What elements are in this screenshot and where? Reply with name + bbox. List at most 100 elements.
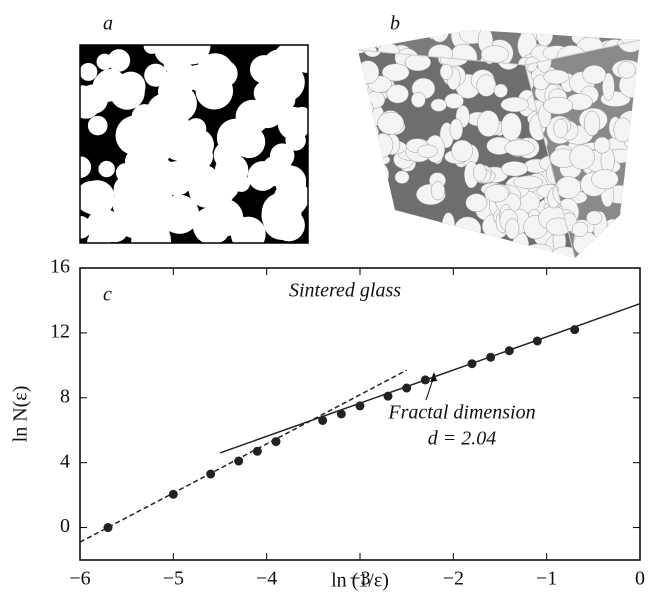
particle (480, 238, 506, 265)
particle (262, 192, 302, 232)
particle (554, 119, 568, 138)
particle (440, 64, 452, 80)
x-tick-label: −3 (349, 568, 370, 590)
particle (400, 221, 428, 244)
particle (154, 33, 187, 66)
particle (452, 140, 473, 161)
figure: a b c Sintered glass Fractal dimension d… (0, 0, 650, 592)
particle (500, 244, 527, 267)
y-tick-label: 16 (50, 256, 70, 278)
particle (485, 185, 509, 202)
particle (166, 203, 196, 233)
particle (501, 97, 529, 112)
data-point (318, 416, 327, 425)
particle (386, 226, 401, 244)
particle (286, 173, 306, 193)
particle (450, 119, 463, 140)
particle (505, 140, 535, 156)
x-tick-label: 0 (635, 568, 645, 590)
particle (79, 63, 97, 81)
particle (614, 118, 632, 142)
y-axis-label: ln N(ε) (10, 386, 32, 443)
particle (591, 169, 618, 189)
particle (637, 249, 650, 268)
particle (358, 113, 374, 140)
particle (544, 70, 569, 84)
particle (584, 111, 600, 136)
particle (357, 61, 379, 84)
particle (411, 92, 425, 107)
data-point (533, 337, 542, 346)
data-point (402, 384, 411, 393)
particle (395, 171, 409, 184)
particle (355, 122, 379, 144)
particle (208, 222, 229, 243)
particle (344, 98, 373, 121)
particle (514, 176, 543, 189)
particle (169, 113, 190, 134)
particle (348, 139, 369, 157)
particle (454, 217, 481, 242)
particle (431, 99, 447, 112)
particle (466, 194, 487, 212)
particle (583, 65, 606, 84)
particle (624, 207, 641, 231)
x-tick-label: −1 (536, 568, 557, 590)
particle (440, 233, 464, 258)
data-point (505, 346, 514, 355)
particle (361, 188, 385, 207)
panel-label: a (103, 13, 113, 35)
y-tick-label: 4 (60, 450, 70, 472)
particle (358, 239, 372, 253)
particle (373, 133, 393, 157)
particle (625, 238, 641, 263)
chart: c Sintered glass Fractal dimension d = 2… (10, 256, 645, 592)
data-point (337, 410, 346, 419)
particle (368, 162, 388, 187)
x-tick-label: −2 (443, 568, 464, 590)
data-point (570, 325, 579, 334)
particle (366, 91, 385, 108)
cube-render (344, 17, 650, 271)
data-point (169, 490, 178, 499)
fit-line (80, 370, 407, 542)
particle (627, 239, 650, 262)
particle (374, 217, 401, 239)
particle (594, 137, 610, 153)
particle (385, 242, 413, 263)
particle (586, 211, 602, 225)
particle (121, 162, 147, 188)
particle (364, 141, 378, 157)
particle (626, 191, 640, 217)
data-point (468, 359, 477, 368)
particle (248, 161, 278, 191)
particle (632, 222, 647, 238)
particle (381, 217, 397, 235)
particle (624, 212, 650, 238)
particle (593, 18, 615, 38)
particle (371, 242, 400, 255)
particle (431, 181, 445, 200)
particle (628, 249, 650, 264)
particle (618, 62, 635, 79)
particle (274, 69, 295, 90)
particle (440, 250, 457, 263)
chart-title: Sintered glass (289, 280, 401, 302)
y-tick-label: 0 (60, 515, 70, 537)
particle (473, 164, 486, 182)
particle (360, 128, 378, 152)
particle (351, 151, 380, 163)
panel-label: c (103, 284, 112, 306)
data-point (384, 392, 393, 401)
particle (110, 75, 145, 110)
particle (625, 228, 650, 245)
particle (536, 23, 552, 46)
data-point (234, 457, 243, 466)
particle (477, 75, 496, 97)
particle (630, 123, 650, 145)
particle (86, 209, 121, 244)
particle (231, 217, 266, 252)
annotation: Fractal dimension (387, 402, 535, 424)
data-point (421, 375, 430, 384)
data-point (356, 401, 365, 410)
